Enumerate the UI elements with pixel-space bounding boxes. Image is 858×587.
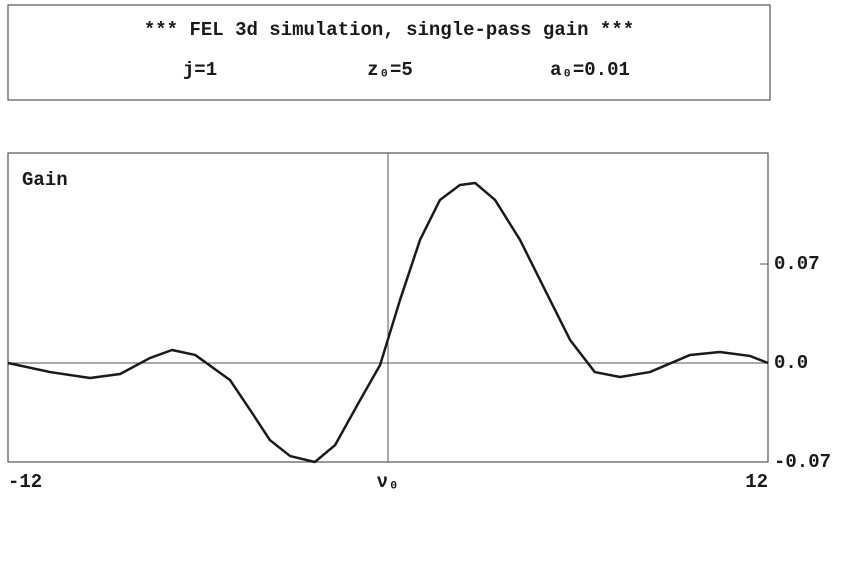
- y-tick-label: 0.0: [774, 352, 808, 374]
- annotation: j=1: [183, 59, 217, 81]
- x-tick-label: 12: [745, 471, 768, 493]
- header-box: [7, 4, 771, 101]
- x-tick-label: -12: [8, 471, 42, 493]
- chart-title: *** FEL 3d simulation, single-pass gain …: [144, 19, 634, 41]
- gain-line: [7, 181, 769, 464]
- annotation: a₀=0.01: [550, 59, 630, 81]
- y-tick-label: 0.07: [774, 253, 820, 275]
- y-tick-label: -0.07: [774, 451, 831, 473]
- y-axis-label: Gain: [22, 169, 68, 191]
- x-tick-label: ν₀: [377, 471, 400, 493]
- annotation: z₀=5: [367, 59, 413, 81]
